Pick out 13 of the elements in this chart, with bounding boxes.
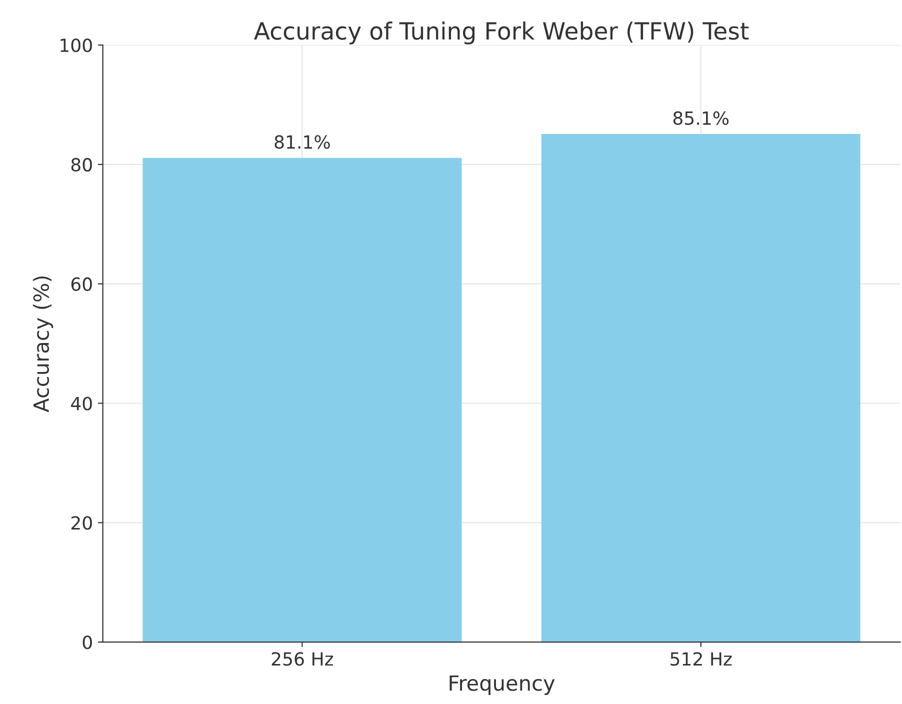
y-tick-label: 60 [71, 277, 92, 291]
chart-title: Accuracy of Tuning Fork Weber (TFW) Test [254, 22, 749, 44]
x-axis-title: Frequency [450, 675, 555, 695]
data-label: 85.1% [673, 111, 729, 125]
x-tick-label: 512 Hz [670, 652, 732, 666]
y-tick-label: 0 [82, 636, 92, 650]
y-tick-label: 80 [71, 158, 92, 172]
x-tick-label: 256 Hz [272, 652, 334, 666]
y-tick-label: 40 [71, 396, 92, 410]
y-tick-label: 100 [60, 38, 92, 52]
data-label: 81.1% [274, 135, 330, 149]
y-tick-label: 20 [71, 516, 92, 530]
y-axis-title: Accuracy (%) [32, 276, 54, 412]
